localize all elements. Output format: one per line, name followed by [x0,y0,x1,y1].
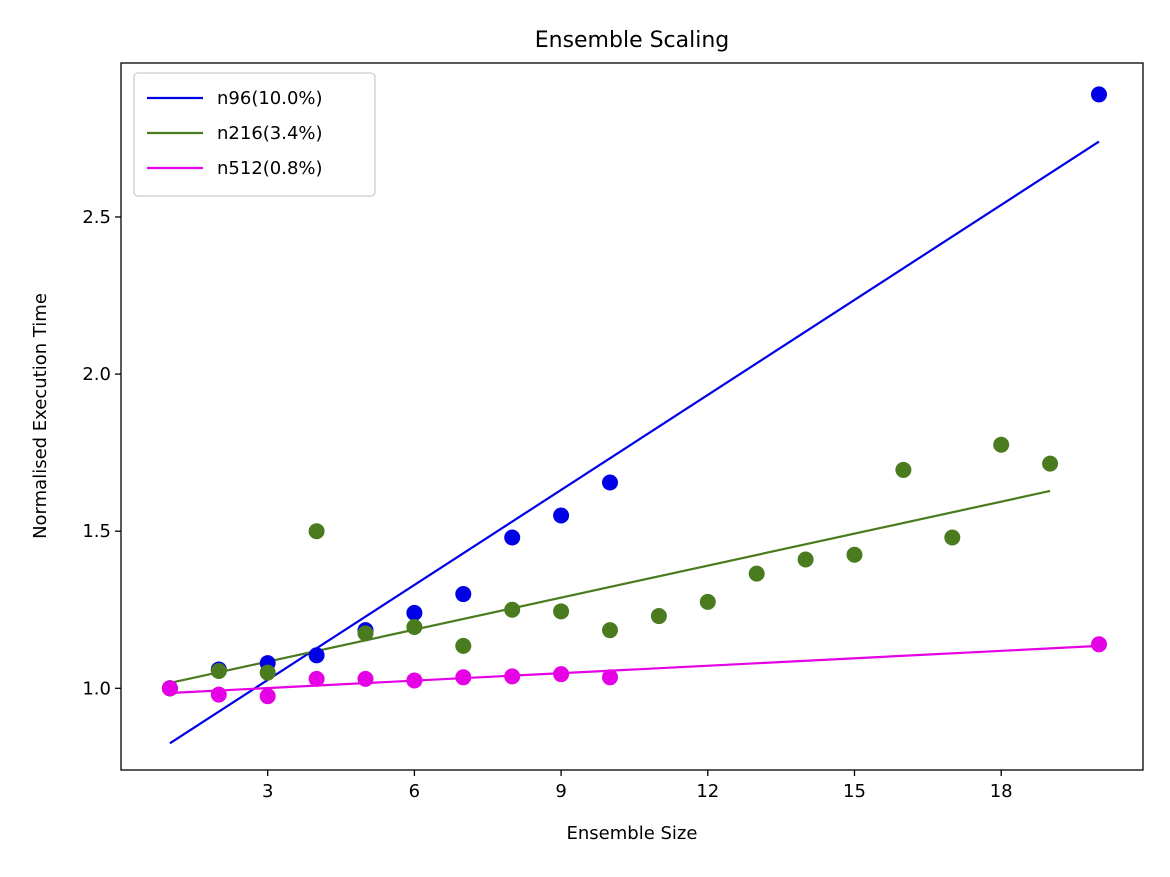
data-point [308,670,325,687]
legend-label: n96(10.0%) [217,88,323,109]
x-tick-label: 15 [843,781,866,802]
chart-title: Ensemble Scaling [535,28,730,53]
data-point [308,523,325,540]
data-point [1090,86,1107,103]
data-point [993,436,1010,453]
data-point [308,647,325,664]
data-point [406,672,423,689]
legend-item: n96(10.0%) [147,88,323,109]
y-tick-label: 2.5 [82,207,111,228]
data-point [259,688,276,705]
x-axis: 3 6 9 12 15 18 [262,770,1013,802]
data-point [1090,636,1107,653]
x-tick-label: 3 [262,781,273,802]
data-point [455,637,472,654]
x-tick-label: 12 [696,781,719,802]
data-point [504,529,521,546]
legend-box [133,72,376,197]
data-point [650,608,667,625]
y-tick-label: 1.0 [82,678,111,699]
data-point [504,668,521,685]
series-2-points [161,436,1059,697]
data-point [161,680,178,697]
data-point [748,565,765,582]
legend-item: n512(0.8%) [147,158,323,179]
x-tick-label: 18 [990,781,1013,802]
data-point [699,593,716,610]
fit-line-series-1 [169,140,1100,745]
y-axis: 1.0 1.5 2.0 2.5 [82,207,121,699]
data-point [944,529,961,546]
y-tick-label: 2.0 [82,364,111,385]
data-point [455,586,472,603]
legend-item: n216(3.4%) [147,123,323,144]
y-tick-label: 1.5 [82,521,111,542]
plot-area [120,62,1144,771]
legend: n96(10.0%) n216(3.4%) n512(0.8%) [133,72,376,197]
data-point [601,669,618,686]
data-point [895,461,912,478]
data-point [357,625,374,642]
x-axis-label: Ensemble Size [567,823,698,844]
data-point [553,507,570,524]
y-axis-label: Normalised Execution Time [30,293,51,539]
data-point [210,663,227,680]
data-point [553,666,570,683]
data-point [504,601,521,618]
data-point [1042,455,1059,472]
x-tick-label: 6 [409,781,420,802]
x-tick-label: 9 [555,781,566,802]
data-point [406,604,423,621]
data-point [601,622,618,639]
legend-label: n512(0.8%) [217,158,323,179]
data-point [797,551,814,568]
data-point [210,686,227,703]
data-point [846,546,863,563]
data-point [259,664,276,681]
data-point [553,603,570,620]
data-point [406,619,423,636]
legend-label: n216(3.4%) [217,123,323,144]
data-point [601,474,618,491]
data-point [357,670,374,687]
data-points [161,86,1107,705]
series-3-points [161,636,1107,705]
fit-line-series-3 [169,644,1100,695]
data-point [455,669,472,686]
